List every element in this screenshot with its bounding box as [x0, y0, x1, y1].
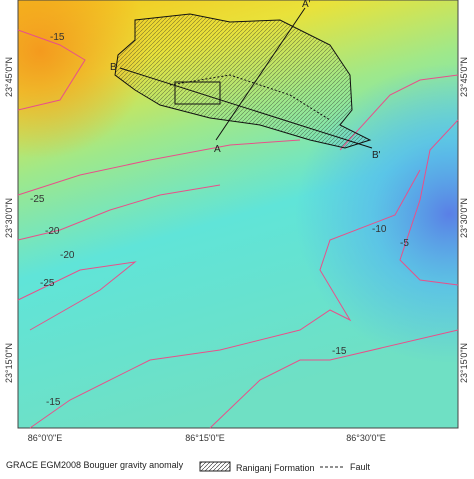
- contour: [17, 139, 301, 196]
- formation: [114, 13, 372, 149]
- legend: GRACE EGM2008 Bouguer gravity anomaly Ra…: [6, 460, 371, 473]
- contour: [17, 261, 137, 331]
- lat-label: 23°30'0"N: [4, 198, 14, 238]
- section-label: A': [302, 0, 311, 10]
- contours: [17, 29, 459, 429]
- section-bb: [119, 67, 373, 149]
- block: [174, 81, 221, 105]
- legend-formation: Raniganj Formation: [236, 463, 315, 473]
- contour-label: -15: [50, 32, 65, 43]
- lon-label: 86°15'0"E: [185, 433, 225, 443]
- section-label: A: [214, 144, 221, 155]
- contour-label: -5: [400, 238, 409, 249]
- contour: [29, 169, 421, 429]
- legend-gravity: GRACE EGM2008 Bouguer gravity anomaly: [6, 460, 184, 470]
- contour: [17, 29, 86, 111]
- lon-label: 86°30'0"E: [346, 433, 386, 443]
- contour: [399, 119, 459, 286]
- section-aa: [215, 7, 306, 141]
- fault: [169, 74, 331, 121]
- lat-label: 23°30'0"N: [459, 198, 469, 238]
- lat-label: 23°15'0"N: [459, 343, 469, 383]
- legend-fault: Fault: [350, 462, 371, 472]
- contour-label: -20: [60, 250, 75, 261]
- legend-swatch: [199, 461, 231, 472]
- contour-label: -10: [372, 224, 387, 235]
- contour-label: -25: [30, 194, 45, 205]
- contour: [17, 184, 221, 241]
- contour: [339, 74, 459, 151]
- lat-label: 23°45'0"N: [459, 57, 469, 97]
- axis-labels: 23°45'0"N 23°30'0"N 23°15'0"N 23°45'0"N …: [4, 57, 469, 443]
- contour-label: -15: [46, 397, 61, 408]
- contour-label: -15: [332, 346, 347, 357]
- lat-label: 23°45'0"N: [4, 57, 14, 97]
- formation-outline: [114, 7, 373, 149]
- section-label: B: [110, 62, 117, 73]
- section-label: B': [372, 150, 381, 161]
- contour-label: -25: [40, 278, 55, 289]
- border: [17, 0, 459, 429]
- lon-label: 86°0'0"E: [28, 433, 63, 443]
- labels: -15 -25 -20 -20 -25 -10 -5 -15 -15 A A' …: [30, 0, 409, 408]
- lat-label: 23°15'0"N: [4, 343, 14, 383]
- contour-label: -20: [45, 226, 60, 237]
- contour: [209, 329, 459, 429]
